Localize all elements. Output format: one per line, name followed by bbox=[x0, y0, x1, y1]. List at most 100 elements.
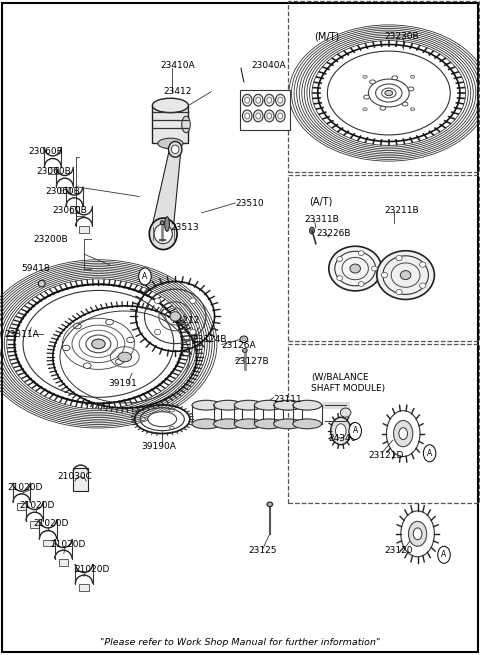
Text: 24340: 24340 bbox=[329, 434, 357, 443]
Ellipse shape bbox=[410, 107, 415, 111]
Ellipse shape bbox=[190, 298, 196, 303]
Circle shape bbox=[139, 268, 151, 285]
Ellipse shape bbox=[242, 338, 246, 341]
Ellipse shape bbox=[256, 98, 261, 103]
Ellipse shape bbox=[364, 95, 370, 99]
Ellipse shape bbox=[154, 224, 172, 244]
Ellipse shape bbox=[192, 419, 221, 429]
Bar bbox=[48, 167, 58, 174]
Circle shape bbox=[423, 445, 436, 462]
Ellipse shape bbox=[310, 227, 314, 234]
Ellipse shape bbox=[400, 271, 411, 280]
Circle shape bbox=[349, 422, 361, 440]
Text: 23510: 23510 bbox=[235, 198, 264, 208]
Ellipse shape bbox=[149, 218, 177, 250]
Text: 23200B: 23200B bbox=[33, 234, 68, 244]
Ellipse shape bbox=[408, 521, 427, 546]
Ellipse shape bbox=[190, 329, 196, 335]
Text: "Please refer to Work Shop Manual for further information": "Please refer to Work Shop Manual for fu… bbox=[100, 638, 380, 647]
Text: 21030C: 21030C bbox=[57, 472, 92, 481]
Ellipse shape bbox=[155, 298, 161, 303]
Ellipse shape bbox=[214, 400, 242, 410]
Ellipse shape bbox=[118, 352, 132, 362]
Text: 23060B: 23060B bbox=[29, 147, 63, 157]
Ellipse shape bbox=[155, 329, 161, 335]
Text: 23226B: 23226B bbox=[317, 229, 351, 238]
Text: 39190A: 39190A bbox=[141, 442, 176, 451]
Text: 23040A: 23040A bbox=[252, 61, 286, 70]
Ellipse shape bbox=[293, 419, 322, 429]
Ellipse shape bbox=[158, 138, 183, 149]
Ellipse shape bbox=[363, 75, 367, 79]
Ellipse shape bbox=[254, 400, 283, 410]
Text: 23121D: 23121D bbox=[369, 451, 404, 460]
Ellipse shape bbox=[396, 290, 402, 295]
Ellipse shape bbox=[168, 141, 182, 157]
Text: A: A bbox=[427, 449, 432, 458]
Ellipse shape bbox=[410, 75, 415, 79]
Bar bbox=[240, 90, 290, 130]
Ellipse shape bbox=[253, 94, 263, 106]
Text: 23410A: 23410A bbox=[160, 61, 195, 70]
Text: 59418: 59418 bbox=[22, 264, 50, 273]
Ellipse shape bbox=[253, 110, 263, 122]
Ellipse shape bbox=[396, 255, 402, 261]
Text: 23127B: 23127B bbox=[234, 357, 269, 366]
Ellipse shape bbox=[165, 217, 169, 231]
Text: 23212: 23212 bbox=[172, 316, 200, 326]
Ellipse shape bbox=[127, 337, 134, 343]
Text: 21020D: 21020D bbox=[7, 483, 43, 493]
Bar bbox=[288, 175, 479, 341]
Text: A: A bbox=[353, 426, 358, 436]
Ellipse shape bbox=[420, 283, 426, 288]
Ellipse shape bbox=[394, 421, 413, 447]
Ellipse shape bbox=[274, 400, 302, 410]
Ellipse shape bbox=[381, 272, 387, 278]
Ellipse shape bbox=[267, 98, 272, 103]
Text: (A/T): (A/T) bbox=[310, 196, 333, 206]
Bar bbox=[30, 521, 39, 528]
Ellipse shape bbox=[340, 408, 351, 417]
Ellipse shape bbox=[170, 312, 180, 321]
Text: 23311B: 23311B bbox=[305, 215, 339, 224]
Text: A: A bbox=[442, 550, 446, 559]
Ellipse shape bbox=[192, 400, 221, 410]
Text: 39191: 39191 bbox=[108, 379, 137, 388]
Bar bbox=[153, 105, 188, 143]
Ellipse shape bbox=[385, 90, 393, 96]
Ellipse shape bbox=[242, 94, 252, 106]
Text: A: A bbox=[143, 272, 147, 281]
Text: 23513: 23513 bbox=[170, 223, 199, 232]
Ellipse shape bbox=[264, 110, 274, 122]
Text: 23060B: 23060B bbox=[46, 187, 80, 196]
Ellipse shape bbox=[336, 424, 346, 438]
Bar bbox=[70, 206, 79, 213]
Ellipse shape bbox=[276, 94, 285, 106]
Ellipse shape bbox=[234, 419, 263, 429]
Ellipse shape bbox=[337, 276, 343, 280]
Text: 21020D: 21020D bbox=[50, 540, 86, 550]
Ellipse shape bbox=[274, 419, 302, 429]
Text: 23311A: 23311A bbox=[5, 329, 39, 339]
Ellipse shape bbox=[337, 257, 343, 261]
Text: 23230B: 23230B bbox=[384, 31, 419, 41]
Ellipse shape bbox=[350, 264, 360, 273]
Ellipse shape bbox=[242, 348, 247, 352]
Text: (W/BALANCE
SHAFT MODULE): (W/BALANCE SHAFT MODULE) bbox=[311, 373, 385, 393]
Ellipse shape bbox=[399, 428, 408, 440]
Ellipse shape bbox=[278, 113, 283, 119]
Ellipse shape bbox=[169, 409, 174, 412]
Ellipse shape bbox=[372, 266, 377, 271]
Ellipse shape bbox=[171, 145, 179, 153]
Text: 23125: 23125 bbox=[249, 546, 277, 555]
Text: 23111: 23111 bbox=[274, 395, 302, 404]
Ellipse shape bbox=[245, 98, 250, 103]
Text: 21020D: 21020D bbox=[74, 565, 110, 574]
Ellipse shape bbox=[420, 262, 426, 267]
Ellipse shape bbox=[141, 418, 145, 421]
Text: 23211B: 23211B bbox=[384, 206, 419, 215]
Ellipse shape bbox=[256, 113, 261, 119]
Text: 23060B: 23060B bbox=[36, 167, 71, 176]
Ellipse shape bbox=[84, 363, 91, 368]
Text: 23412: 23412 bbox=[163, 87, 192, 96]
